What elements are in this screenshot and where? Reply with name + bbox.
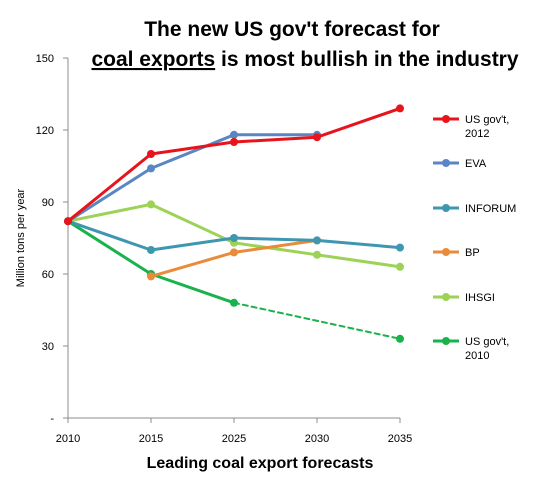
chart-title-underlined: coal exports [91, 48, 215, 71]
series-segment [232, 238, 319, 254]
y-tick-label: - [50, 413, 54, 425]
legend-label: BP [465, 247, 480, 259]
x-tick-label: 2035 [388, 433, 412, 445]
data-point [147, 164, 155, 173]
legend-item: EVA [433, 158, 487, 170]
series-segment [149, 140, 236, 156]
x-axis-title: Leading coal export forecasts [147, 455, 374, 472]
data-point [64, 217, 72, 226]
data-point [147, 272, 155, 281]
series-segment [66, 202, 153, 223]
legend-label: US gov't, [465, 336, 509, 348]
series-segment [66, 219, 153, 276]
data-point [396, 104, 404, 113]
series-segment [66, 166, 153, 223]
legend-label: 2012 [465, 128, 489, 140]
chart-title-rest: is most bullish in the industry [215, 48, 519, 71]
series-segment [232, 241, 319, 257]
legend-item: US gov't, 2010 [433, 336, 509, 362]
series-segment [233, 301, 401, 340]
data-point [147, 246, 155, 254]
series-segment [66, 219, 153, 252]
y-tick-label: 60 [42, 269, 54, 281]
legend-swatch-marker [442, 337, 450, 345]
data-point [230, 298, 238, 307]
series-segment [232, 236, 319, 242]
series-segment [315, 238, 402, 250]
legend-label: 2010 [465, 350, 489, 362]
series-us-gov-t-2012 [64, 104, 404, 226]
legend-label: US gov't, [465, 114, 509, 126]
legend-swatch-marker [442, 204, 450, 212]
data-point [396, 334, 404, 343]
data-point [313, 133, 321, 142]
legend-swatch-marker [442, 159, 450, 167]
y-tick-label: 120 [36, 125, 54, 137]
legend-item: BP [433, 247, 480, 259]
x-tick-label: 2030 [305, 433, 329, 445]
data-point [230, 248, 238, 257]
data-point [230, 234, 238, 242]
data-point [230, 130, 238, 139]
data-point [313, 236, 321, 245]
y-tick-label: 90 [42, 197, 54, 209]
data-point [313, 250, 321, 259]
legend-item: US gov't, 2012 [433, 114, 509, 140]
series-segment [232, 135, 319, 144]
series-eva [64, 130, 321, 226]
y-axis-title: Million tons per year [15, 188, 27, 287]
data-point [147, 150, 155, 158]
x-tick-label: 2025 [222, 433, 246, 445]
axes: - 30 60 90 120 150 2010 2015 2025 2030 2035 [36, 53, 413, 445]
series-segment [149, 236, 236, 252]
series-layer [64, 104, 404, 343]
legend: US gov't, 2012 EVA INFORUM BP IHSGI US gov't, 2… [433, 114, 516, 362]
series-segment [149, 133, 236, 170]
chart-title-line1: The new US gov't forecast for [144, 18, 440, 41]
series-segment [315, 106, 402, 139]
legend-label: INFORUM [465, 203, 516, 215]
data-point [147, 200, 155, 209]
y-tick-label: 150 [36, 53, 54, 65]
data-point [396, 262, 404, 271]
x-tick-label: 2015 [139, 433, 163, 445]
legend-item: INFORUM [433, 203, 516, 215]
legend-swatch-marker [442, 248, 450, 256]
series-segment [66, 152, 153, 223]
series-segment [149, 272, 236, 305]
data-point [230, 138, 238, 146]
legend-swatch-marker [442, 115, 450, 123]
legend-item: IHSGI [433, 292, 495, 304]
legend-swatch-marker [442, 293, 450, 301]
series-segment [149, 202, 236, 245]
series-segment [315, 253, 402, 269]
legend-label: EVA [465, 158, 487, 170]
data-point [396, 243, 404, 252]
legend-label: IHSGI [465, 292, 495, 304]
chart-title-line2: coal exports is most bullish in the indu… [91, 48, 518, 71]
x-tick-label: 2010 [56, 433, 80, 445]
series-segment [149, 250, 236, 278]
y-tick-label: 30 [42, 341, 54, 353]
